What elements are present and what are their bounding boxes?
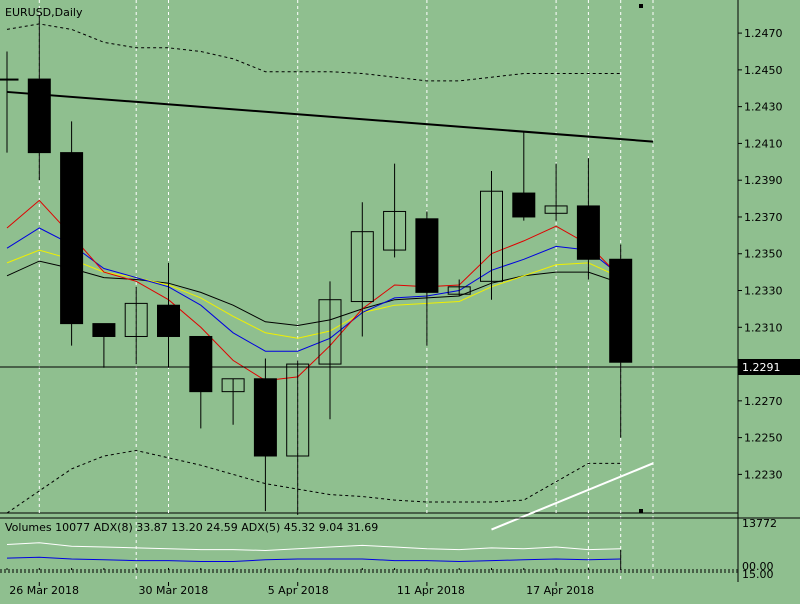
time-tick-label: 26 Mar 2018 — [9, 584, 79, 597]
candle-body-bullish — [383, 210, 407, 251]
price-tick-label: 1.2330 — [744, 285, 783, 298]
price-tick-label: 1.2470 — [744, 27, 783, 40]
candle[interactable] — [609, 244, 633, 438]
scroll-marker-bottom[interactable] — [639, 509, 643, 513]
candle[interactable] — [27, 14, 51, 181]
symbol-label: EURUSD,Daily — [5, 6, 83, 19]
indicator-caption: Volumes 10077 ADX(8) 33.87 13.20 24.59 A… — [5, 521, 378, 534]
candle-body-bearish — [576, 205, 600, 260]
candle-body-bearish — [512, 192, 536, 218]
indicator-scale-top: 13772 — [742, 517, 777, 530]
moving-averages — [6, 199, 622, 382]
candle[interactable] — [124, 286, 148, 365]
candle[interactable] — [318, 281, 342, 420]
candle[interactable] — [383, 163, 407, 258]
price-axis-ticks: 1.2470 1.2450 1.2430 1.2410 1.2390 1.2370 1.23… — [738, 27, 783, 481]
time-axis[interactable]: 26 Mar 2018 30 Mar 2018 5 Apr 2018 11 Apr 2… — [9, 582, 594, 597]
candle-body-bullish — [286, 363, 310, 457]
candle-body-bearish — [60, 152, 84, 325]
adx-lines — [6, 542, 622, 570]
candle-body-bullish — [0, 78, 19, 81]
indicator-pane[interactable]: Volumes 10077 ADX(8) 33.87 13.20 24.59 A… — [0, 517, 800, 581]
candle-body-bearish — [609, 258, 633, 363]
price-tick-label: 1.2350 — [744, 248, 783, 261]
candle-body-bullish — [221, 378, 245, 393]
candle[interactable] — [189, 335, 213, 429]
price-tick-label: 1.2310 — [744, 321, 783, 334]
price-tick-label: 1.2450 — [744, 64, 783, 77]
candle-body-bearish — [92, 323, 116, 337]
ma-black-line — [6, 260, 621, 327]
candle[interactable] — [480, 171, 503, 300]
price-tick-label: 1.2410 — [744, 137, 783, 150]
candle-body-bullish — [544, 205, 568, 214]
candle[interactable] — [350, 202, 374, 337]
price-pane[interactable]: EURUSD,Daily — [0, 0, 738, 582]
time-tick-label: 30 Mar 2018 — [139, 584, 209, 597]
candle[interactable] — [157, 262, 180, 368]
candle-body-bearish — [253, 378, 277, 457]
candle-body-bearish — [415, 218, 439, 293]
ma-red-line — [6, 199, 622, 382]
candle[interactable] — [92, 323, 116, 368]
price-tick-label: 1.2250 — [744, 432, 783, 445]
candle-body-bullish — [124, 302, 148, 337]
current-price-label: 1.2291 — [742, 361, 781, 374]
candle[interactable] — [286, 360, 310, 515]
current-price-marker — [738, 359, 800, 375]
candle[interactable] — [0, 51, 19, 153]
trendline-resistance[interactable] — [6, 90, 654, 143]
candle[interactable] — [512, 132, 536, 221]
candle[interactable] — [253, 358, 277, 512]
indicator-scale-bottom-a: 00.00 — [742, 560, 774, 573]
envelope-bands — [6, 23, 621, 514]
candle-body-bearish — [27, 78, 51, 154]
envelope-upper — [6, 23, 621, 82]
candle-body-bullish — [480, 190, 503, 282]
candle[interactable] — [415, 211, 439, 346]
price-tick-label: 1.2370 — [744, 211, 783, 224]
adx-main-line — [6, 542, 621, 552]
price-tick-label: 1.2230 — [744, 468, 783, 481]
time-tick-label: 11 Apr 2018 — [397, 584, 465, 597]
candlesticks[interactable] — [0, 14, 633, 515]
candle[interactable] — [576, 158, 600, 280]
candle-body-bearish — [157, 304, 180, 337]
price-tick-label: 1.2430 — [744, 101, 783, 114]
time-tick-label: 17 Apr 2018 — [526, 584, 594, 597]
candle[interactable] — [544, 163, 568, 221]
candle[interactable] — [60, 121, 84, 346]
candle-body-bearish — [189, 335, 213, 393]
indicator-scale-bottom-b: 15.00 — [742, 568, 774, 581]
ma-blue-line — [6, 227, 622, 352]
candle-body-bullish — [318, 299, 342, 365]
adx-di-line — [6, 556, 621, 563]
ma-yellow-line — [6, 249, 621, 339]
trendline-support[interactable] — [491, 462, 654, 531]
trendlines[interactable] — [6, 90, 654, 531]
candle-body-bullish — [447, 286, 471, 295]
price-tick-label: 1.2390 — [744, 174, 783, 187]
price-axis[interactable]: 1.2470 1.2450 1.2430 1.2410 1.2390 1.2370 1.23… — [737, 0, 800, 582]
time-tick-label: 5 Apr 2018 — [268, 584, 329, 597]
scroll-marker-top[interactable] — [639, 4, 643, 8]
candle[interactable] — [447, 279, 471, 297]
price-tick-label: 1.2270 — [744, 395, 783, 408]
candle-body-bullish — [350, 231, 374, 303]
candle[interactable] — [221, 378, 245, 425]
